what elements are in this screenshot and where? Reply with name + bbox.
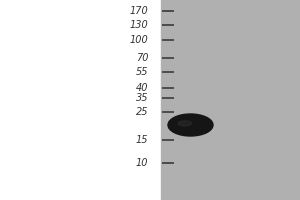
Text: 130: 130: [130, 20, 148, 30]
Ellipse shape: [168, 114, 213, 136]
Text: 10: 10: [136, 158, 148, 168]
Ellipse shape: [174, 117, 207, 133]
Bar: [160, 0, 300, 200]
Text: 170: 170: [130, 6, 148, 16]
Text: 15: 15: [136, 135, 148, 145]
Text: 70: 70: [136, 53, 148, 63]
Text: 35: 35: [136, 93, 148, 103]
Text: 40: 40: [136, 83, 148, 93]
Bar: [0, 0, 160, 200]
Text: 100: 100: [130, 35, 148, 45]
Ellipse shape: [180, 120, 201, 130]
Ellipse shape: [178, 121, 192, 126]
Text: 55: 55: [136, 67, 148, 77]
Text: 25: 25: [136, 107, 148, 117]
